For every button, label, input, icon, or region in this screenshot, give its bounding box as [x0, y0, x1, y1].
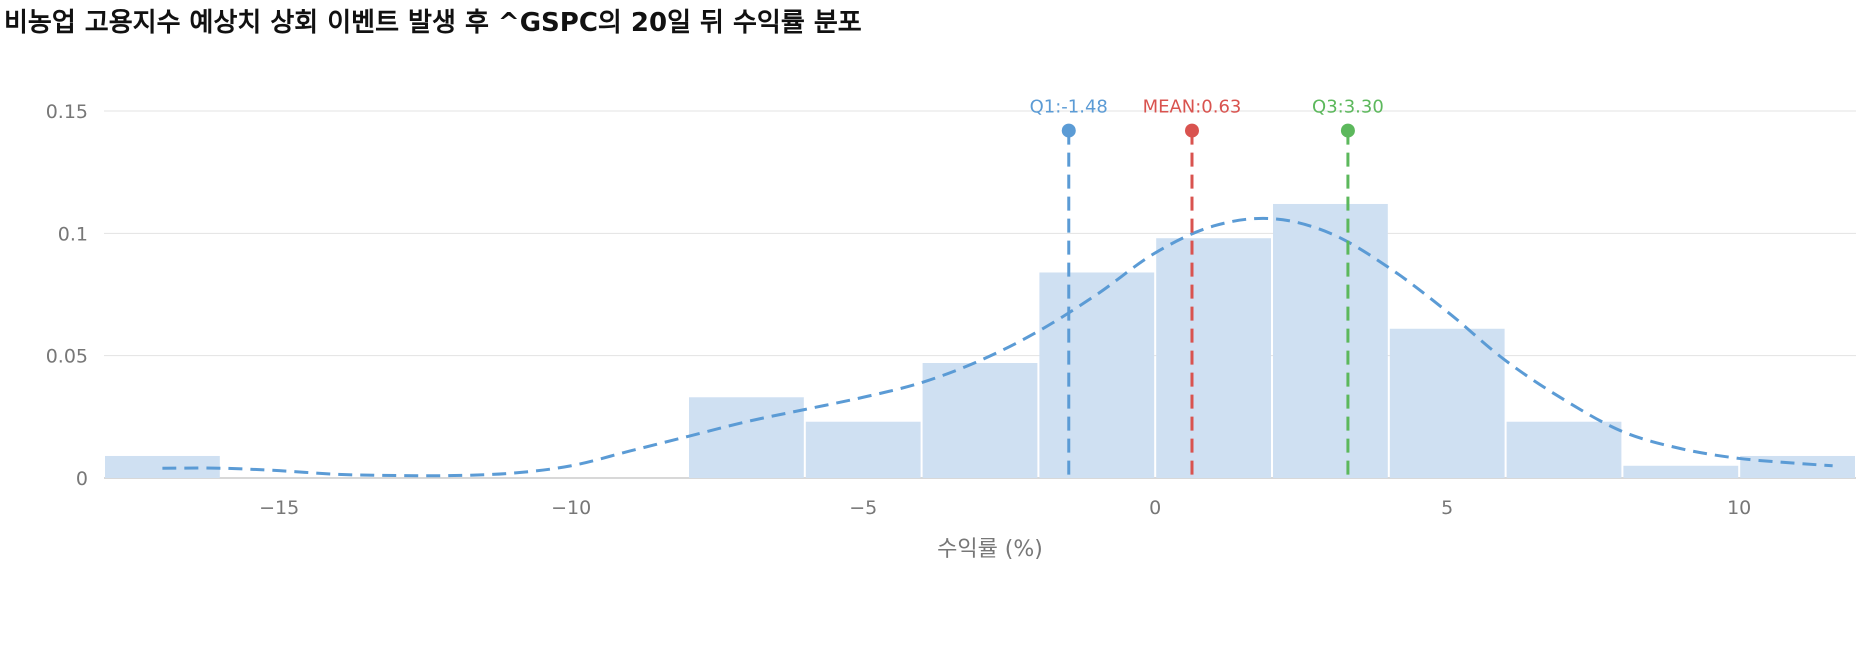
histogram-bar	[1156, 238, 1271, 478]
marker-label: Q1:-1.48	[1030, 97, 1108, 118]
histogram-bar	[1273, 203, 1388, 478]
histogram-bar	[1740, 455, 1855, 478]
x-tick-label: −10	[551, 497, 591, 519]
x-tick-label: 5	[1441, 497, 1453, 519]
histogram-bar	[922, 363, 1038, 478]
histogram-bar	[1623, 465, 1739, 478]
x-tick-label: −15	[259, 497, 299, 519]
y-tick-label: 0.1	[58, 223, 88, 245]
x-tick-label: 10	[1727, 497, 1751, 519]
chart-title: 비농업 고용지수 예상치 상회 이벤트 발생 후 ^GSPC의 20일 뒤 수익…	[4, 8, 862, 38]
histogram-bar	[805, 421, 921, 478]
y-tick-label: 0.15	[46, 101, 88, 123]
marker-dot	[1340, 123, 1355, 138]
x-tick-label: 0	[1149, 497, 1161, 519]
x-axis-title: 수익률 (%)	[937, 537, 1043, 562]
histogram-bar	[1389, 328, 1505, 478]
x-tick-label: −5	[849, 497, 877, 519]
marker-dot	[1184, 123, 1199, 138]
histogram-bar	[689, 397, 804, 478]
y-tick-label: 0.05	[46, 346, 88, 368]
marker-label: MEAN:0.63	[1143, 97, 1242, 118]
histogram-bar	[1506, 421, 1622, 478]
histogram-bar	[1039, 272, 1155, 478]
kde-curve	[162, 216, 1833, 478]
marker-label: Q3:3.30	[1312, 97, 1384, 118]
marker-dot	[1061, 123, 1076, 138]
y-tick-label: 0	[76, 468, 88, 490]
